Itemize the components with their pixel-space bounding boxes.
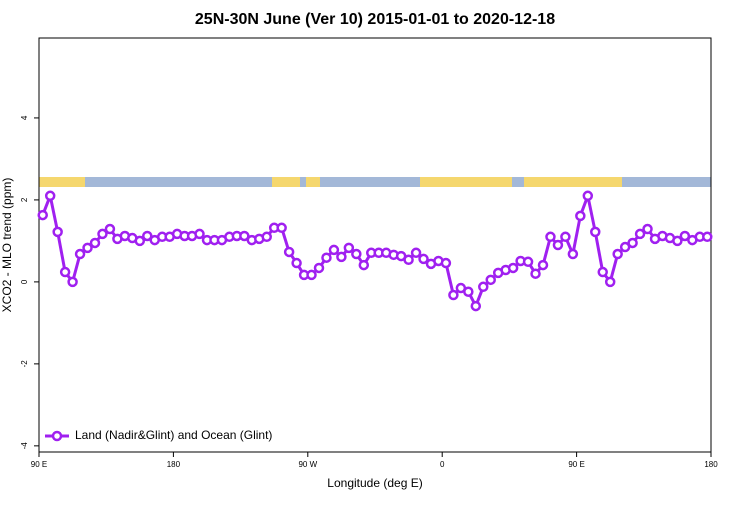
y-tick-label: 2 — [20, 197, 29, 202]
point — [261, 231, 272, 243]
point — [634, 228, 646, 240]
point — [343, 242, 355, 254]
point — [44, 190, 56, 202]
point — [478, 281, 489, 293]
x-tick-label: 90 E — [31, 460, 47, 469]
x-tick-label: 180 — [167, 460, 181, 469]
point — [67, 276, 78, 288]
point — [104, 223, 116, 235]
point — [410, 247, 422, 259]
point — [567, 248, 579, 260]
chart-title: 25N-30N June (Ver 10) 2015-01-01 to 2020… — [195, 11, 555, 28]
point — [507, 262, 519, 274]
point — [522, 256, 534, 268]
point — [552, 239, 564, 251]
point — [604, 276, 616, 288]
y-tick-label: 4 — [20, 115, 29, 120]
point — [537, 259, 549, 271]
point — [59, 266, 71, 278]
point — [97, 228, 108, 240]
point — [283, 246, 295, 258]
point — [463, 286, 474, 297]
point — [194, 228, 205, 240]
point — [619, 241, 631, 253]
point — [142, 230, 153, 242]
point — [52, 226, 63, 238]
point — [306, 269, 317, 281]
y-tick-label: -2 — [20, 360, 29, 368]
plot-frame — [38, 37, 712, 453]
land-strip — [420, 177, 512, 187]
point — [336, 251, 347, 263]
legend-label: Land (Nadir&Glint) and Ocean (Glint) — [75, 428, 272, 442]
point — [575, 210, 586, 222]
point — [485, 274, 496, 286]
ocean-strip — [39, 177, 711, 187]
point — [612, 248, 623, 260]
point — [313, 262, 325, 274]
point — [321, 252, 332, 263]
point — [440, 257, 452, 269]
point — [560, 231, 571, 243]
point — [582, 190, 594, 202]
point — [702, 231, 713, 243]
y-tick-label: -4 — [20, 442, 29, 450]
point — [672, 235, 683, 247]
x-axis-label: Longitude (deg E) — [327, 476, 422, 490]
point — [276, 222, 287, 234]
point — [642, 223, 653, 235]
point — [403, 254, 414, 266]
point — [470, 300, 482, 312]
land-strip — [524, 177, 622, 187]
x-tick-label: 180 — [704, 460, 718, 469]
land-strip — [39, 177, 85, 187]
x-tick-label: 90 W — [298, 460, 317, 469]
point — [448, 289, 459, 301]
x-tick-label: 0 — [440, 460, 445, 469]
point — [545, 231, 556, 243]
point — [351, 248, 362, 260]
y-tick-label: 0 — [20, 279, 29, 284]
land-strip — [272, 177, 300, 187]
land-strip — [306, 177, 320, 187]
point — [82, 242, 93, 254]
point — [328, 244, 340, 256]
point — [590, 226, 601, 238]
point — [239, 230, 250, 242]
legend-marker — [51, 430, 63, 442]
point — [597, 266, 608, 278]
point — [134, 235, 146, 247]
point — [74, 248, 86, 260]
y-axis-label: XCO2 - MLO trend (ppm) — [0, 178, 14, 313]
land-ocean-strip — [39, 177, 711, 187]
point — [358, 259, 370, 271]
x-tick-label: 90 E — [568, 460, 584, 469]
point — [530, 268, 541, 279]
point — [291, 257, 302, 269]
point — [627, 237, 638, 249]
point — [679, 230, 691, 242]
point — [89, 237, 101, 249]
point — [37, 209, 48, 221]
point — [418, 253, 429, 265]
